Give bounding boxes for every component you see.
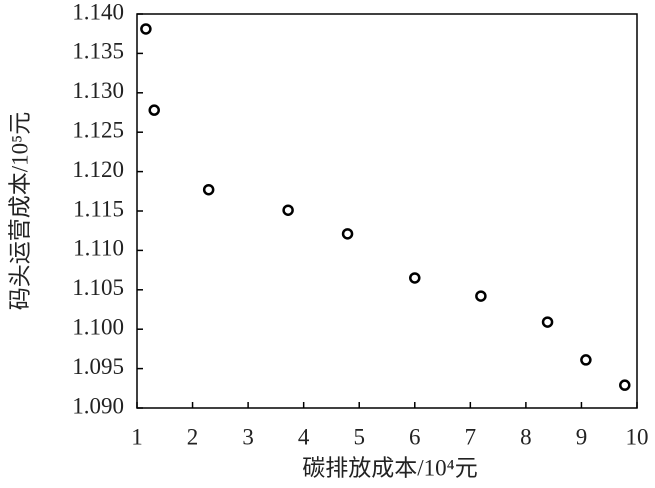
x-tick-label: 6 <box>409 424 421 449</box>
point <box>409 272 421 284</box>
point <box>475 290 487 302</box>
x-tick-label: 4 <box>298 424 310 449</box>
y-tick-label: 1.090 <box>72 393 124 418</box>
x-tick-label: 1 <box>131 424 143 449</box>
y-tick-label: 1.105 <box>72 275 124 300</box>
x-tick-label: 5 <box>353 424 365 449</box>
y-tick-label: 1.095 <box>72 354 124 379</box>
y-axis-label: 码头运营成本/10⁵元 <box>7 112 32 310</box>
y-tick-label: 1.140 <box>72 0 124 24</box>
x-axis-label: 碳排放成本/10⁴元 <box>302 455 477 480</box>
x-tick-label: 3 <box>242 424 254 449</box>
y-tick-label: 1.125 <box>72 117 124 142</box>
y-tick-label: 1.120 <box>72 157 124 182</box>
point <box>580 354 592 366</box>
x-tick-label: 7 <box>465 424 477 449</box>
point <box>619 379 631 391</box>
point <box>541 316 554 328</box>
point <box>341 228 354 240</box>
point <box>148 104 160 116</box>
plot-frame <box>136 13 638 409</box>
y-tick-label: 1.110 <box>73 236 124 261</box>
y-tick-label: 1.130 <box>72 78 124 103</box>
x-tick-label: 2 <box>187 424 199 449</box>
point <box>202 183 215 196</box>
x-tick-label: 8 <box>520 424 532 449</box>
point <box>140 23 152 35</box>
x-tick-label: 10 <box>626 424 649 449</box>
y-tick-label: 1.100 <box>72 314 124 339</box>
point <box>282 204 294 216</box>
x-tick-label: 9 <box>576 424 588 449</box>
y-tick-label: 1.135 <box>72 39 124 64</box>
y-tick-label: 1.115 <box>73 196 124 221</box>
